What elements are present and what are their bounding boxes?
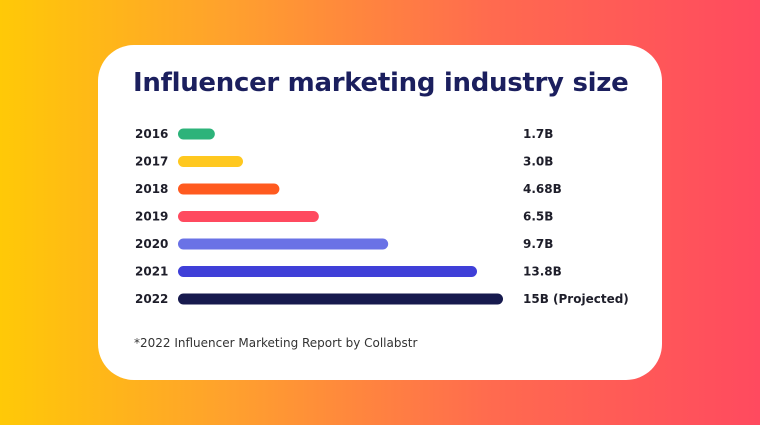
bar-2019 — [178, 211, 319, 222]
chart-card: Influencer marketing industry size 2016 1… — [98, 45, 662, 380]
year-label-2020: 2020 — [135, 237, 168, 251]
chart-title: Influencer marketing industry size — [133, 68, 629, 98]
year-label-2021: 2021 — [135, 265, 168, 279]
value-label-2022: 15B (Projected) — [523, 292, 629, 306]
source-footnote: *2022 Influencer Marketing Report by Col… — [134, 336, 418, 350]
year-label-2016: 2016 — [135, 127, 168, 141]
bar-2022 — [178, 293, 503, 305]
year-label-2017: 2017 — [135, 155, 168, 169]
bar-2017 — [178, 156, 243, 167]
bar-2020 — [178, 238, 389, 250]
bar-2021 — [178, 266, 477, 277]
bar-2016 — [178, 128, 215, 140]
year-label-2019: 2019 — [135, 210, 168, 224]
value-label-2021: 13.8B — [523, 265, 562, 279]
value-label-2017: 3.0B — [523, 155, 553, 169]
year-label-2022: 2022 — [135, 292, 168, 306]
bar-2018 — [178, 183, 280, 195]
bar-chart: 2016 1.7B 2017 3.0B 2018 4.68B 2019 6.5B 2020 9.7… — [135, 127, 629, 306]
value-label-2019: 6.5B — [523, 210, 553, 224]
year-label-2018: 2018 — [135, 182, 168, 196]
value-label-2016: 1.7B — [523, 127, 553, 141]
value-label-2020: 9.7B — [523, 237, 553, 251]
value-label-2018: 4.68B — [523, 182, 562, 196]
